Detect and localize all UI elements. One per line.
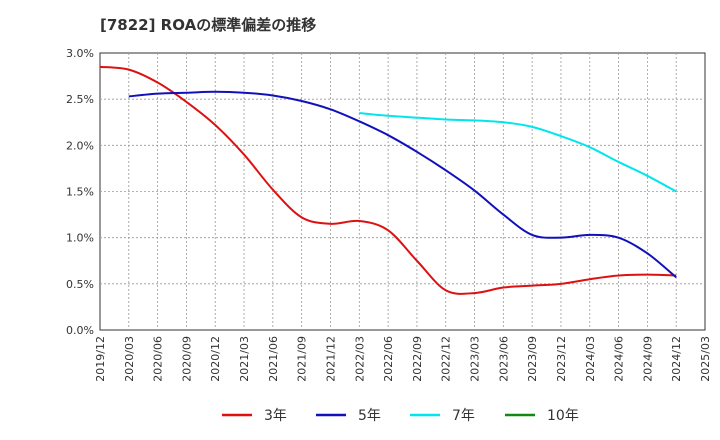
y-tick-label: 0.0% (66, 324, 94, 337)
legend-label: 5年 (358, 408, 381, 424)
x-tick-label: 2024/12 (670, 336, 683, 382)
y-tick-label: 1.0% (66, 232, 94, 245)
series-7y-line (359, 112, 677, 193)
x-tick-label: 2020/06 (152, 336, 165, 382)
legend-item-10y: 10年 (505, 408, 579, 424)
plot-area (99, 52, 706, 331)
gridlines (100, 53, 705, 330)
legend-label: 7年 (452, 408, 475, 424)
x-tick-label: 2023/03 (469, 336, 482, 382)
x-axis-ticks: 2019/12 2020/03 2020/06 2020/09 2020/12 2021/… (94, 336, 712, 382)
y-tick-label: 2.0% (66, 139, 94, 152)
chart-title: [7822] ROAの標準偏差の推移 (100, 16, 316, 34)
y-tick-label: 1.5% (66, 186, 94, 199)
legend-label: 3年 (264, 408, 287, 424)
x-tick-label: 2024/03 (584, 336, 597, 382)
x-tick-label: 2022/09 (411, 336, 424, 382)
x-tick-label: 2021/03 (238, 336, 251, 382)
series-3y-line (99, 65, 677, 295)
legend-item-3y: 3年 (222, 408, 287, 424)
legend-item-5y: 5年 (316, 408, 381, 424)
legend: 3年 5年 7年 10年 (222, 408, 579, 424)
x-tick-label: 2021/06 (267, 336, 280, 382)
x-tick-label: 2019/12 (94, 336, 107, 382)
y-tick-label: 3.0% (66, 47, 94, 60)
legend-label: 10年 (547, 408, 579, 424)
x-tick-label: 2020/12 (209, 336, 222, 382)
x-tick-label: 2024/09 (641, 336, 654, 382)
x-tick-label: 2021/09 (296, 336, 309, 382)
x-tick-label: 2021/12 (324, 336, 337, 382)
x-tick-label: 2023/06 (497, 336, 510, 382)
x-tick-label: 2020/09 (180, 336, 193, 382)
series-5y-line (128, 90, 677, 279)
x-tick-label: 2020/03 (123, 336, 136, 382)
x-tick-label: 2023/09 (526, 336, 539, 382)
x-tick-label: 2023/12 (555, 336, 568, 382)
y-tick-label: 2.5% (66, 93, 94, 106)
y-axis-ticks: 0.0% 0.5% 1.0% 1.5% 2.0% 2.5% 3.0% (66, 47, 94, 337)
x-tick-label: 2022/06 (382, 336, 395, 382)
legend-item-7y: 7年 (410, 408, 475, 424)
y-tick-label: 0.5% (66, 278, 94, 291)
x-tick-label: 2022/03 (353, 336, 366, 382)
x-tick-label: 2022/12 (440, 336, 453, 382)
x-tick-label: 2024/06 (613, 336, 626, 382)
x-tick-label: 2025/03 (699, 336, 712, 382)
series-lines (99, 65, 677, 295)
